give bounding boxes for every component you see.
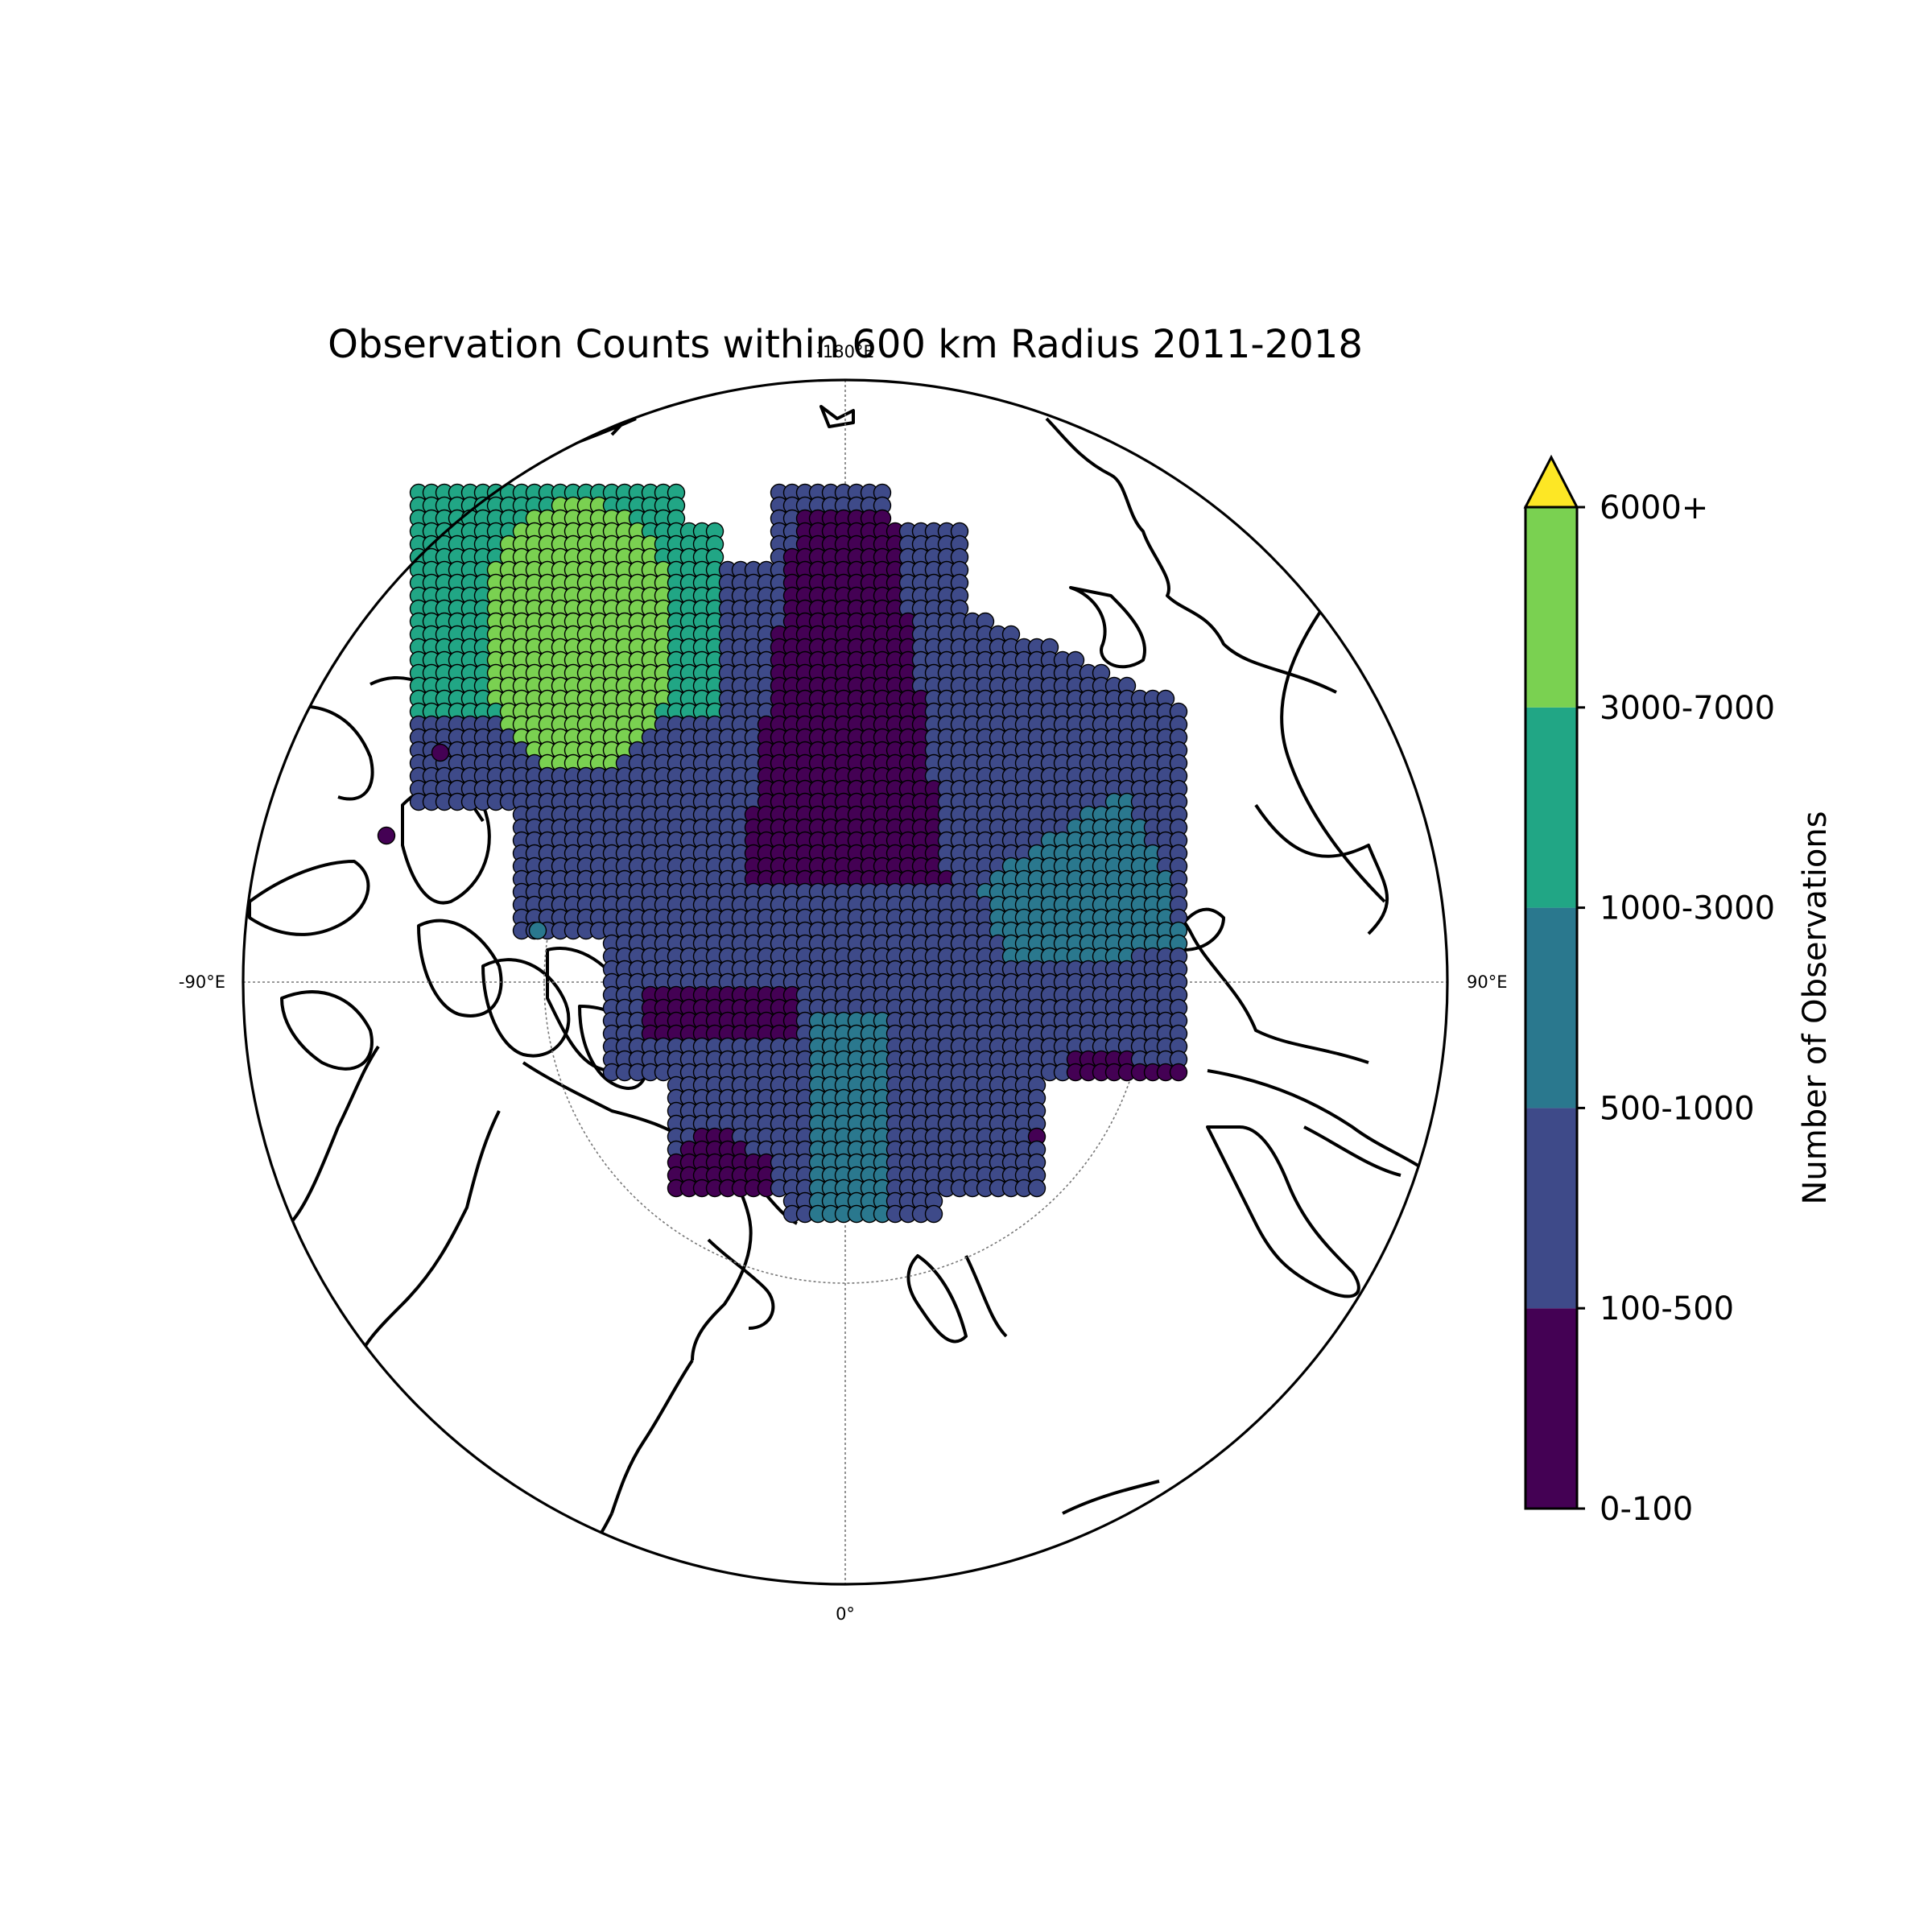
colorbar-ticks: 0-100 100-500 500-1000 1000-3000 3000-7000 60… (1577, 489, 1775, 1528)
observation-point (1027, 1179, 1046, 1198)
polar-map (242, 378, 1449, 1586)
colorbar-segment (1525, 507, 1577, 708)
colorbar-tick-label: 3000-7000 (1600, 690, 1775, 727)
lon-label-bottom: 0° (836, 1604, 855, 1624)
colorbar-tick-label: 1000-3000 (1600, 890, 1775, 927)
colorbar-segment (1525, 707, 1577, 908)
map-boundary (242, 378, 1449, 1586)
isolated-observation-point (377, 826, 396, 845)
lon-label-right: 90°E (1467, 972, 1508, 992)
colorbar-tick-label: 0-100 (1600, 1491, 1693, 1528)
observation-point (924, 1204, 943, 1224)
colorbar-segments (1525, 507, 1577, 1509)
lon-label-left: -90°E (179, 972, 225, 992)
figure-title: Observation Counts within 600 km Radius … (328, 322, 1363, 367)
colorbar-tick-label: 6000+ (1600, 489, 1708, 526)
colorbar-segment (1525, 907, 1577, 1108)
lon-label-top: -180°E (816, 342, 873, 361)
colorbar-frame (1524, 506, 1579, 1510)
isolated-observation-point (528, 921, 547, 940)
colorbar-extend-arrow (1523, 454, 1579, 509)
colorbar: 0-100 100-500 500-1000 1000-3000 3000-7000 60… (1523, 454, 1834, 1528)
colorbar-segment (1525, 1108, 1577, 1309)
isolated-observation-point (431, 743, 450, 762)
colorbar-tick-label: 100-500 (1600, 1290, 1734, 1327)
colorbar-tick-label: 500-1000 (1600, 1090, 1755, 1127)
colorbar-segment (1525, 1308, 1577, 1509)
observation-points (377, 483, 1188, 1224)
observation-point (1169, 1063, 1188, 1082)
colorbar-label: Number of Observations (1797, 811, 1834, 1204)
